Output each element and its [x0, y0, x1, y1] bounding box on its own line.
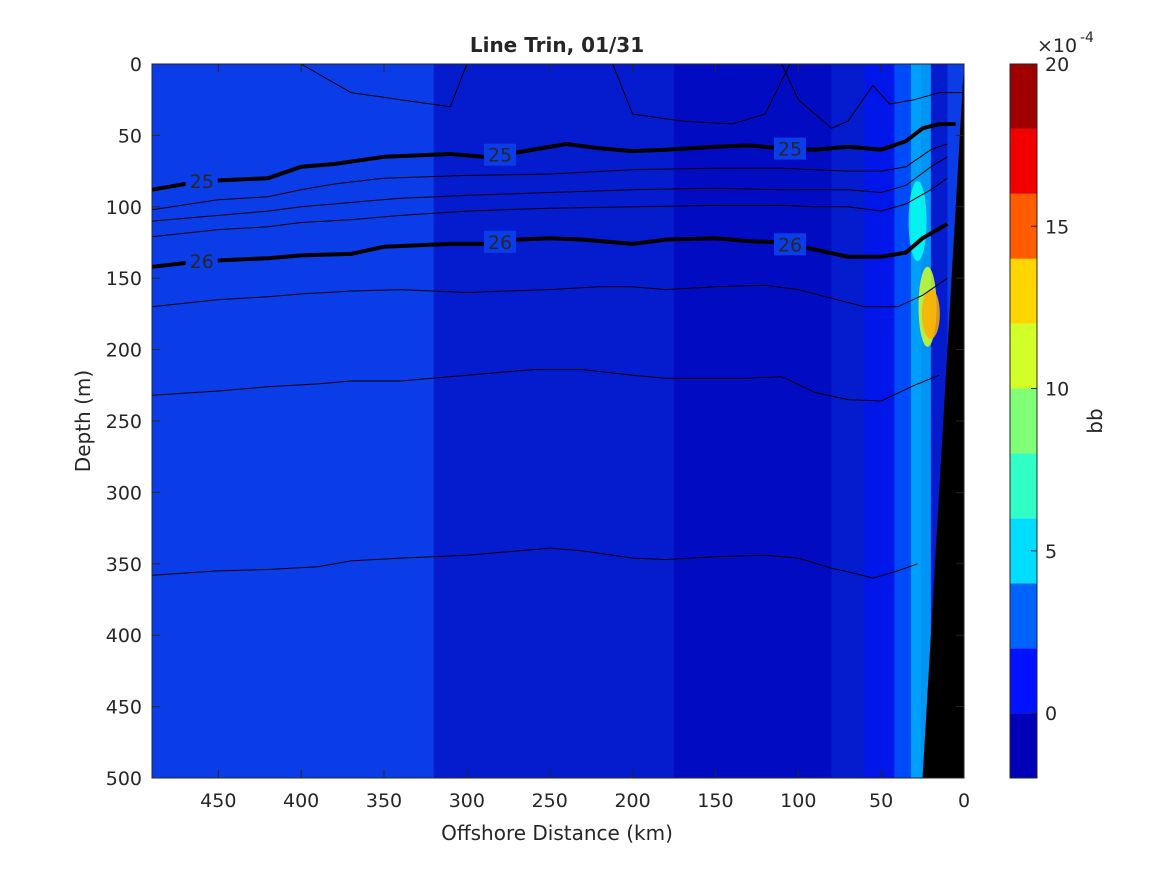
contour-label-gap: [774, 137, 806, 160]
colorbar-exponent-power: -4: [1080, 30, 1094, 46]
colorbar-band: [1010, 583, 1037, 649]
chart-title: Line Trin, 01/31: [470, 33, 644, 57]
contour-label: 25: [488, 145, 512, 167]
x-tick-label: 400: [283, 790, 319, 812]
density-contour-thin: [781, 63, 964, 129]
density-contour-thin: [612, 63, 791, 125]
density-contour-thin: [151, 143, 948, 211]
y-axis-label: Depth (m): [71, 370, 95, 472]
colorbar-band: [1010, 713, 1037, 778]
density-contour-thin: [300, 63, 468, 108]
colorbar-label: bb: [1083, 408, 1107, 433]
contour-label-gap: [484, 230, 516, 253]
y-tick-label: 400: [106, 625, 142, 647]
contour-label: 26: [488, 232, 512, 254]
contour-label: 25: [190, 171, 214, 193]
bb-shade-band: [674, 64, 832, 778]
colorbar-band: [1010, 128, 1037, 194]
x-tick-label: 250: [532, 790, 568, 812]
y-tick-label: 450: [106, 697, 142, 719]
contour-label-gap: [774, 233, 806, 256]
x-tick-label: 350: [366, 790, 402, 812]
contour-label-gap: [185, 170, 218, 193]
colorbar-bands: [1010, 64, 1037, 778]
colorbar-tick-label: 20: [1045, 54, 1069, 76]
density-contour-thin: [151, 547, 918, 579]
y-tick-label: 50: [118, 125, 142, 147]
colorbar-band: [1010, 258, 1037, 324]
y-tick-label: 350: [106, 554, 142, 576]
contour-label: 26: [778, 234, 802, 256]
y-tick-label: 150: [106, 268, 142, 290]
colorbar-band: [1010, 388, 1037, 454]
x-tick-label: 150: [697, 790, 733, 812]
colorbar-ticks: 0 5 10 15 20: [1031, 54, 1069, 725]
y-tick-label: 300: [106, 482, 142, 504]
colorbar-tick-label: 5: [1045, 541, 1057, 563]
x-tick-label: 0: [958, 790, 970, 812]
colorbar: 0 5 10 15 20 ×10 -4 bb: [1009, 30, 1107, 779]
x-tick-label: 300: [449, 790, 485, 812]
contour-label: 26: [190, 251, 214, 273]
x-tick-label: 450: [200, 790, 236, 812]
contour-label: 25: [778, 139, 802, 161]
y-axis-ticks: 0 50 100 150 200 250 300 350 400 450 500: [106, 54, 964, 790]
y-tick-label: 100: [106, 197, 142, 219]
bb-shade-patch: [921, 288, 940, 339]
y-tick-label: 500: [106, 768, 142, 790]
density-contour-thin: [151, 156, 948, 222]
x-tick-label: 100: [780, 790, 816, 812]
colorbar-tick-label: 10: [1045, 379, 1069, 401]
colorbar-band: [1010, 323, 1037, 389]
density-contour-thin: [151, 277, 948, 308]
x-axis-ticks: 450 400 350 300 250 200 150 100 50 0: [200, 64, 970, 812]
density-contour-thin: [151, 177, 948, 238]
continental-shelf-mask: [922, 64, 964, 778]
colorbar-band: [1010, 453, 1037, 519]
density-contour-lines: [151, 63, 964, 579]
colorbar-band: [1010, 648, 1037, 714]
colorbar-exponent-base: ×10: [1037, 35, 1077, 57]
bb-shade-band: [910, 64, 931, 778]
colorbar-frame: [1009, 63, 1038, 779]
bb-filled-contours: [433, 64, 948, 778]
density-contour-thin: [151, 369, 940, 402]
contour-label-gap: [484, 143, 516, 166]
density-contour-labels: 25 25 25 26 26 26: [185, 137, 806, 273]
contour-label-gap: [185, 250, 218, 273]
density-contour-bold: [151, 222, 949, 269]
x-axis-label: Offshore Distance (km): [441, 821, 673, 845]
y-tick-label: 250: [106, 411, 142, 433]
colorbar-band: [1010, 64, 1037, 129]
density-contour-bold: [151, 122, 956, 192]
colorbar-tick-label: 0: [1045, 703, 1057, 725]
x-tick-label: 200: [614, 790, 650, 812]
y-tick-label: 0: [130, 54, 142, 76]
x-tick-label: 50: [869, 790, 893, 812]
colorbar-tick-label: 15: [1045, 216, 1069, 238]
y-tick-label: 200: [106, 340, 142, 362]
